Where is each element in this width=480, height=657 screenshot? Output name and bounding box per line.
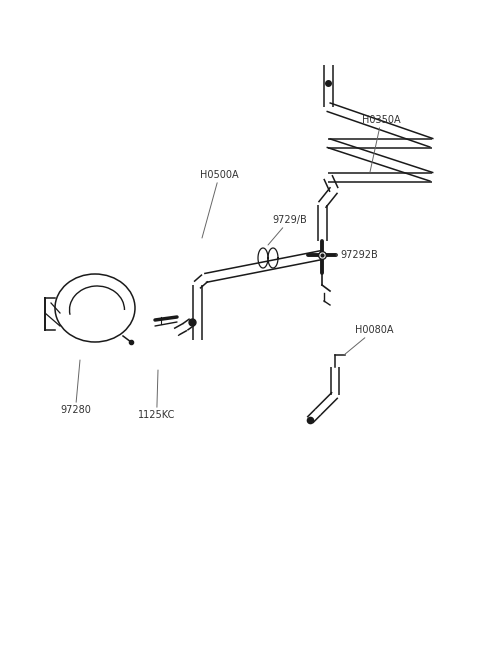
Text: 1125KC: 1125KC	[138, 370, 175, 420]
Text: H0500A: H0500A	[200, 170, 239, 238]
Text: H0350A: H0350A	[362, 115, 401, 172]
Text: 97292B: 97292B	[336, 250, 378, 260]
Text: H0080A: H0080A	[344, 325, 394, 355]
Text: 97280: 97280	[60, 360, 91, 415]
Text: 9729/B: 9729/B	[268, 215, 307, 245]
